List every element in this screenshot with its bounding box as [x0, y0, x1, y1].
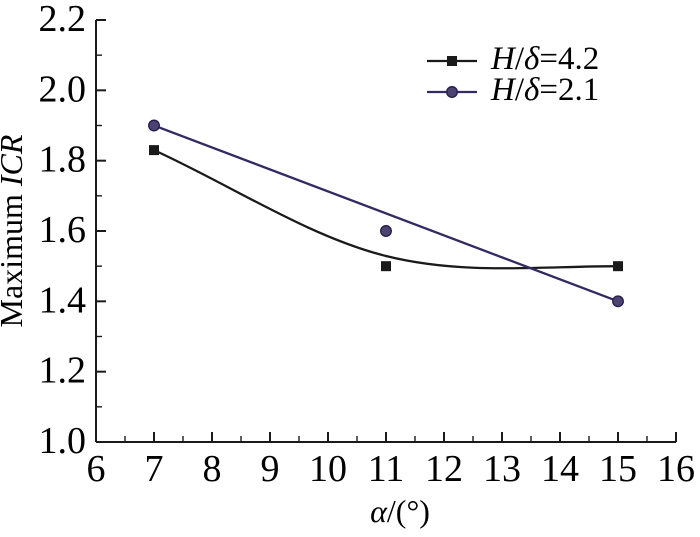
svg-text:14: 14	[541, 448, 579, 490]
svg-text:1.8: 1.8	[39, 139, 87, 181]
svg-text:7: 7	[145, 448, 164, 490]
svg-text:1.2: 1.2	[39, 350, 87, 392]
svg-text:α/(°): α/(°)	[370, 493, 430, 529]
svg-text:1.0: 1.0	[39, 420, 87, 462]
svg-text:15: 15	[599, 448, 637, 490]
svg-text:1.6: 1.6	[39, 209, 87, 251]
svg-text:2.2: 2.2	[39, 0, 87, 40]
svg-text:13: 13	[483, 448, 521, 490]
svg-text:1.4: 1.4	[39, 279, 87, 321]
svg-text:9: 9	[261, 448, 280, 490]
svg-text:12: 12	[425, 448, 463, 490]
svg-text:11: 11	[368, 448, 405, 490]
svg-text:H/δ=2.1: H/δ=2.1	[490, 72, 599, 108]
svg-text:6: 6	[87, 448, 106, 490]
svg-text:2.0: 2.0	[39, 68, 87, 110]
svg-text:10: 10	[309, 448, 347, 490]
svg-text:16: 16	[657, 448, 695, 490]
svg-text:8: 8	[203, 448, 222, 490]
svg-text:Maximum ICR: Maximum ICR	[0, 134, 29, 327]
